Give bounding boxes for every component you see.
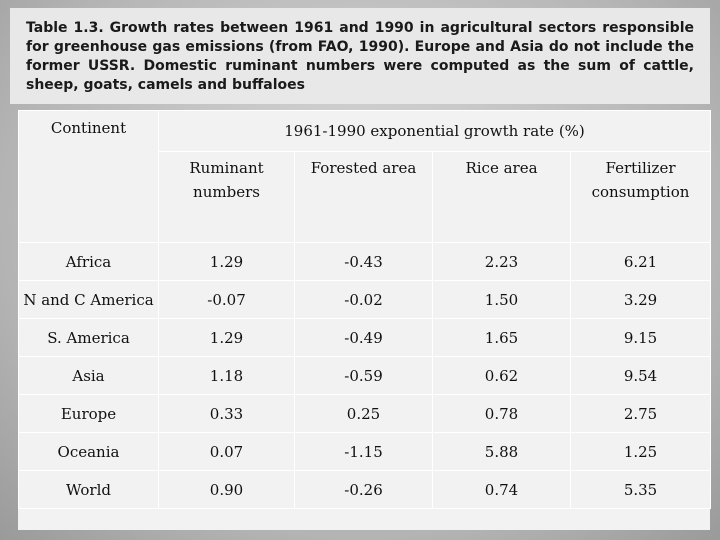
continent-cell: Asia — [18, 356, 159, 395]
table-row: N and C America -0.07 -0.02 1.50 3.29 — [18, 280, 712, 319]
header-fertilizer-consumption: Fertilizer consumption — [569, 151, 712, 243]
value-cell: 5.88 — [432, 432, 571, 471]
table-container: Continent 1961-1990 exponential growth r… — [18, 110, 712, 530]
value-cell: 2.75 — [569, 394, 712, 433]
continent-cell: Oceania — [18, 432, 159, 471]
growth-rate-table: Continent 1961-1990 exponential growth r… — [18, 110, 712, 509]
table-row: Europe 0.33 0.25 0.78 2.75 — [18, 394, 712, 433]
value-cell: 6.21 — [569, 242, 712, 281]
value-cell: 3.29 — [569, 280, 712, 319]
value-cell: -0.59 — [294, 356, 433, 395]
value-cell: 2.23 — [432, 242, 571, 281]
value-cell: 0.33 — [158, 394, 295, 433]
header-ruminant-numbers: Ruminant numbers — [158, 151, 295, 243]
value-cell: 0.74 — [432, 470, 571, 509]
continent-cell: Europe — [18, 394, 159, 433]
table-caption: Table 1.3. Growth rates between 1961 and… — [10, 8, 710, 104]
table-row: S. America 1.29 -0.49 1.65 9.15 — [18, 318, 712, 357]
table-body: Africa 1.29 -0.43 2.23 6.21 N and C America -0… — [18, 242, 712, 509]
value-cell: -0.49 — [294, 318, 433, 357]
continent-cell: N and C America — [18, 280, 159, 319]
value-cell: 1.18 — [158, 356, 295, 395]
table-row: Oceania 0.07 -1.15 5.88 1.25 — [18, 432, 712, 471]
value-cell: 0.25 — [294, 394, 433, 433]
value-cell: 1.25 — [569, 432, 712, 471]
value-cell: 9.54 — [569, 356, 712, 395]
value-cell: -0.02 — [294, 280, 433, 319]
value-cell: 1.50 — [432, 280, 571, 319]
value-cell: -0.07 — [158, 280, 295, 319]
value-cell: 0.62 — [432, 356, 571, 395]
value-cell: 5.35 — [569, 470, 712, 509]
value-cell: 0.07 — [158, 432, 295, 471]
value-cell: 1.29 — [158, 242, 295, 281]
table-row: Asia 1.18 -0.59 0.62 9.54 — [18, 356, 712, 395]
header-forested-area: Forested area — [294, 151, 433, 243]
value-cell: -0.26 — [294, 470, 433, 509]
table-row: World 0.90 -0.26 0.74 5.35 — [18, 470, 712, 509]
header-growth-rate: 1961-1990 exponential growth rate (%) — [157, 110, 712, 152]
value-cell: 1.65 — [432, 318, 571, 357]
continent-cell: World — [18, 470, 159, 509]
table-row: Africa 1.29 -0.43 2.23 6.21 — [18, 242, 712, 281]
subheader-row: Ruminant numbers Forested area Rice area… — [19, 151, 712, 243]
value-cell: -1.15 — [294, 432, 433, 471]
continent-cell: S. America — [18, 318, 159, 357]
value-cell: 1.29 — [158, 318, 295, 357]
header-row: Continent 1961-1990 exponential growth r… — [18, 110, 712, 243]
value-cell: 0.78 — [432, 394, 571, 433]
header-continent: Continent — [18, 110, 159, 243]
value-cell: -0.43 — [294, 242, 433, 281]
continent-cell: Africa — [18, 242, 159, 281]
value-cell: 9.15 — [569, 318, 712, 357]
header-rice-area: Rice area — [432, 151, 571, 243]
value-cell: 0.90 — [158, 470, 295, 509]
